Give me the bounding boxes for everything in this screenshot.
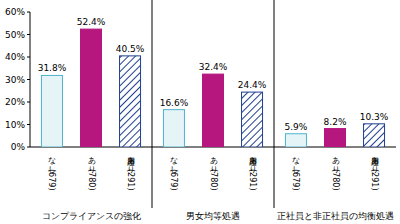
bar-bg xyxy=(41,75,62,147)
bar xyxy=(325,129,346,147)
category-label: コンプライアンスの強化 xyxy=(42,211,141,221)
y-tick-label: 0% xyxy=(11,142,26,152)
data-label: 24.4% xyxy=(238,80,267,90)
series-label: なし(679) xyxy=(169,151,178,191)
series-label: あり(780) xyxy=(209,151,218,191)
data-label: 10.3% xyxy=(360,112,389,122)
data-label: 40.5% xyxy=(116,44,145,54)
bar-group xyxy=(242,92,263,147)
y-tick-label: 10% xyxy=(5,120,25,130)
y-tick-label: 40% xyxy=(5,52,25,62)
data-label: 5.9% xyxy=(285,122,308,132)
data-label: 8.2% xyxy=(324,117,347,127)
bar-group xyxy=(163,110,184,147)
bar-group xyxy=(203,74,224,147)
bar-group xyxy=(120,56,141,147)
bar xyxy=(364,124,385,147)
y-tick-label: 60% xyxy=(5,7,25,17)
series-label: 運用あり(291) xyxy=(248,151,257,191)
bar xyxy=(41,75,62,147)
data-label: 31.8% xyxy=(38,63,67,73)
bar-group xyxy=(364,124,385,147)
series-label: 運用あり(291) xyxy=(126,151,135,191)
series-label: あり(780) xyxy=(331,151,340,191)
bar-bg xyxy=(285,134,306,147)
bar-group xyxy=(41,75,62,147)
group-separator xyxy=(152,0,153,208)
series-label: 運用あり(291) xyxy=(370,151,379,191)
y-tick-label: 30% xyxy=(5,75,25,85)
group-separator xyxy=(274,0,275,208)
series-label: あり(780) xyxy=(87,151,96,191)
bar xyxy=(242,92,263,147)
data-label: 16.6% xyxy=(160,98,189,108)
data-label: 32.4% xyxy=(199,62,228,72)
bar xyxy=(203,74,224,147)
category-label: 男女均等処遇 xyxy=(186,211,240,221)
series-label: なし(679) xyxy=(47,151,56,191)
bar xyxy=(163,110,184,147)
bar-group xyxy=(81,29,102,147)
y-axis xyxy=(30,12,31,147)
y-tick-label: 20% xyxy=(5,97,25,107)
series-label: なし(679) xyxy=(291,151,300,191)
bars xyxy=(41,29,384,147)
y-tick-label: 50% xyxy=(5,30,25,40)
bar xyxy=(285,134,306,147)
bar-group xyxy=(285,134,306,147)
chart: 0% 10% 20% 30% 40% 50% 60% 31.8% なし(679) 52.4% あり(… xyxy=(0,0,400,224)
bar xyxy=(81,29,102,147)
bar-group xyxy=(325,129,346,147)
bar-bg xyxy=(163,110,184,147)
category-label: 正社員と非正社員の均衡処遇 xyxy=(277,211,394,221)
data-label: 52.4% xyxy=(77,17,106,27)
bar xyxy=(120,56,141,147)
